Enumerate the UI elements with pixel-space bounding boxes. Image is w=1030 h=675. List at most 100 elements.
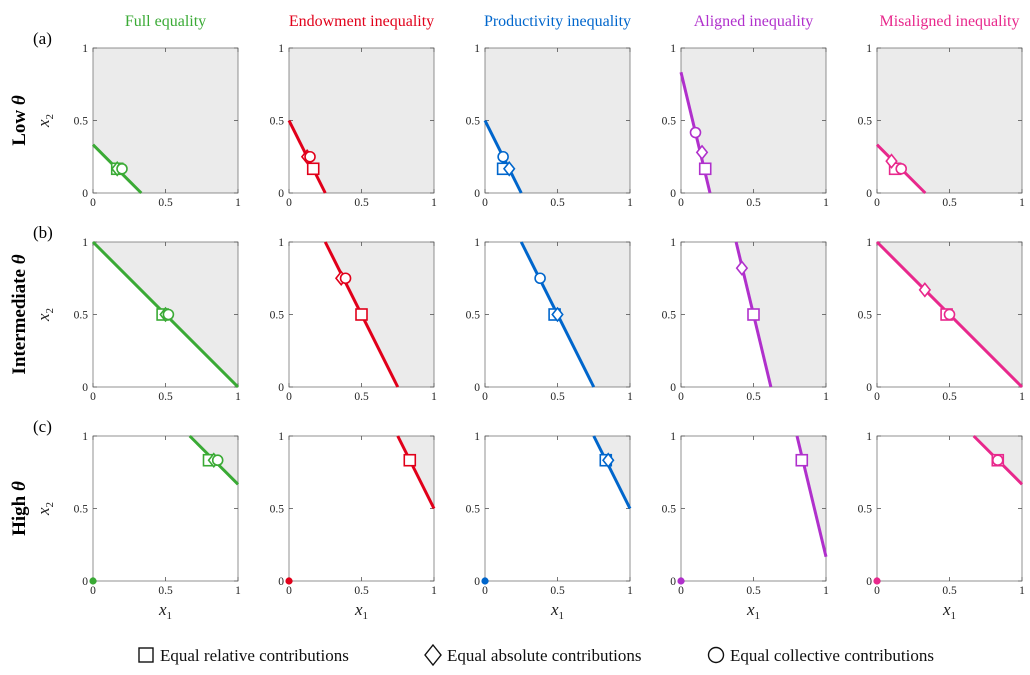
y-tick-label: 0.5	[858, 116, 873, 128]
marker-diamond	[885, 153, 898, 169]
y-tick-label: 0	[866, 382, 872, 394]
panel: 00 0.5 0.5 1 1	[270, 43, 438, 209]
marker-diamond	[502, 161, 516, 177]
y-tick-label: 0.5	[858, 504, 873, 516]
y-axis-label-sub: 2	[44, 502, 56, 508]
x-tick-label: 0.5	[942, 197, 957, 209]
x-tick-label: 0.5	[746, 391, 761, 403]
marker-circle	[304, 150, 316, 163]
x-axis-label-main: x	[354, 600, 363, 619]
y-tick-label: 0.5	[270, 116, 285, 128]
row-label-group: Low θ	[9, 95, 30, 146]
marker-square	[747, 308, 760, 321]
x-tick-label: 0.5	[158, 391, 173, 403]
column-title: Endowment inequality	[289, 13, 434, 30]
y-tick-label: 0.5	[74, 116, 89, 128]
x-tick-label: 1	[235, 197, 241, 209]
x-tick-label: 0	[286, 391, 292, 403]
x-tick-label: 1	[235, 585, 241, 597]
x-tick-label: 0	[90, 391, 96, 403]
column-title: Aligned inequality	[694, 13, 814, 30]
row-label-group: High θ	[9, 481, 30, 536]
y-tick-label: 1	[670, 237, 676, 249]
y-tick-label: 0	[278, 576, 284, 588]
x-tick-label: 0	[286, 197, 292, 209]
x-axis-label-main: x	[942, 600, 951, 619]
y-tick-label: 0.5	[858, 310, 873, 322]
y-tick-label: 0.5	[74, 504, 89, 516]
marker-circle	[162, 308, 175, 321]
y-tick-label: 0	[474, 382, 480, 394]
x-axis-label: x1	[158, 600, 172, 622]
x-tick-label: 1	[235, 391, 241, 403]
row-label-word: Intermediate	[9, 264, 30, 374]
feasible-region	[877, 48, 1022, 193]
row-label: Intermediate θ	[9, 254, 30, 374]
y-tick-label: 0.5	[662, 504, 677, 516]
y-label-group: x2	[34, 502, 56, 516]
y-tick-label: 1	[82, 237, 88, 249]
y-axis-label-main: x	[34, 507, 53, 516]
x-tick-label: 0	[90, 585, 96, 597]
row-label-word: Low	[9, 105, 30, 146]
x-tick-label: 1	[627, 391, 633, 403]
marker-diamond	[918, 282, 932, 298]
y-tick-label: 0.5	[270, 310, 285, 322]
panel: 00 0.5 0.5 1 1	[270, 237, 438, 403]
row-label: Low θ	[9, 95, 30, 146]
marker-dot	[285, 577, 293, 585]
marker-circle	[339, 272, 352, 285]
marker-square	[698, 162, 712, 176]
marker-square	[306, 162, 320, 176]
column-titles: Full equality Endowment inequality Product…	[125, 13, 1020, 30]
y-tick-label: 1	[670, 43, 676, 55]
marker-circle	[689, 126, 702, 139]
x-axis-label: x1	[354, 600, 368, 622]
y-tick-label: 0	[82, 382, 88, 394]
row-label: High θ	[9, 481, 30, 536]
y-tick-label: 0	[278, 382, 284, 394]
y-tick-label: 0	[82, 188, 88, 200]
legend-circle-icon	[707, 646, 725, 664]
y-tick-label: 0	[670, 188, 676, 200]
marker-dot	[481, 577, 489, 585]
x-tick-label: 0	[90, 197, 96, 209]
x-tick-label: 0.5	[942, 391, 957, 403]
x-tick-label: 1	[1019, 585, 1025, 597]
row-labels: Low θ(a)Intermediate θ(b)High θ(c)	[9, 29, 53, 536]
x-axis-label-main: x	[746, 600, 755, 619]
legend: Equal relative contributions Equal absolu…	[138, 643, 934, 667]
feasible-region	[521, 242, 630, 387]
y-tick-label: 1	[278, 43, 284, 55]
marker-circle	[943, 308, 956, 321]
y-tick-label: 0	[866, 576, 872, 588]
x-tick-label: 0	[678, 197, 684, 209]
row-label-theta: θ	[9, 481, 30, 491]
legend-label: Equal relative contributions	[160, 646, 349, 665]
x-tick-label: 1	[627, 585, 633, 597]
legend-label: Equal collective contributions	[730, 646, 934, 665]
x-tick-label: 0.5	[354, 197, 369, 209]
y-tick-label: 0.5	[74, 310, 89, 322]
y-axis-label: x2	[34, 308, 56, 322]
y-tick-label: 1	[670, 431, 676, 443]
y-tick-label: 0.5	[270, 504, 285, 516]
x-axis-label-sub: 1	[167, 610, 173, 622]
marker-dot	[89, 577, 97, 585]
x-tick-label: 0	[874, 197, 880, 209]
y-tick-label: 0	[670, 576, 676, 588]
panel: 00 0.5 0.5 1 1	[662, 237, 830, 403]
panel: 00 0.5 0.5 1 1 x2	[34, 43, 241, 209]
marker-square	[355, 308, 368, 321]
x-tick-label: 0.5	[354, 391, 369, 403]
y-tick-label: 0.5	[466, 116, 481, 128]
x-tick-label: 0.5	[354, 585, 369, 597]
column-title: Misaligned inequality	[880, 13, 1020, 30]
row-label-group: Intermediate θ	[9, 254, 30, 374]
panel-letter: (a)	[33, 29, 52, 48]
y-tick-label: 0	[474, 576, 480, 588]
marker-dot	[873, 577, 881, 585]
